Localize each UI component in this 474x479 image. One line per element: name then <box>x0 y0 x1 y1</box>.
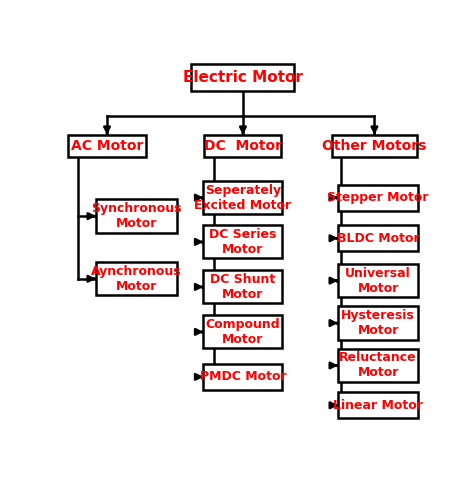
FancyBboxPatch shape <box>338 264 418 297</box>
FancyBboxPatch shape <box>338 349 418 382</box>
FancyBboxPatch shape <box>332 135 417 157</box>
Text: DC Shunt
Motor: DC Shunt Motor <box>210 273 275 301</box>
FancyBboxPatch shape <box>203 181 283 214</box>
Text: Reluctance
Motor: Reluctance Motor <box>339 352 417 379</box>
Text: Seperately
Excited Motor: Seperately Excited Motor <box>194 183 292 212</box>
Text: AC Motor: AC Motor <box>71 139 143 153</box>
FancyBboxPatch shape <box>203 315 283 349</box>
FancyBboxPatch shape <box>338 225 418 251</box>
Text: Aynchronous
Motor: Aynchronous Motor <box>91 265 182 293</box>
FancyBboxPatch shape <box>96 262 177 296</box>
FancyBboxPatch shape <box>338 392 418 418</box>
Text: Compound
Motor: Compound Motor <box>206 318 280 346</box>
FancyBboxPatch shape <box>203 270 283 304</box>
FancyBboxPatch shape <box>191 65 294 91</box>
Text: DC Series
Motor: DC Series Motor <box>209 228 277 256</box>
Text: Synchronous
Motor: Synchronous Motor <box>91 202 182 230</box>
Text: PMDC Motor: PMDC Motor <box>200 370 286 383</box>
Text: Stepper Motor: Stepper Motor <box>328 191 429 204</box>
FancyBboxPatch shape <box>338 307 418 340</box>
Text: BLDC Motor: BLDC Motor <box>337 232 419 245</box>
FancyBboxPatch shape <box>203 225 283 259</box>
FancyBboxPatch shape <box>68 135 146 157</box>
FancyBboxPatch shape <box>96 199 177 233</box>
Text: Other Motors: Other Motors <box>322 139 427 153</box>
Text: Universal
Motor: Universal Motor <box>345 267 411 295</box>
Text: DC  Motor: DC Motor <box>204 139 282 153</box>
Text: Linear Motor: Linear Motor <box>333 399 423 412</box>
FancyBboxPatch shape <box>203 364 283 390</box>
Text: Electric Motor: Electric Motor <box>183 70 303 85</box>
Text: Hysteresis
Motor: Hysteresis Motor <box>341 309 415 337</box>
FancyBboxPatch shape <box>338 185 418 211</box>
FancyBboxPatch shape <box>204 135 282 157</box>
